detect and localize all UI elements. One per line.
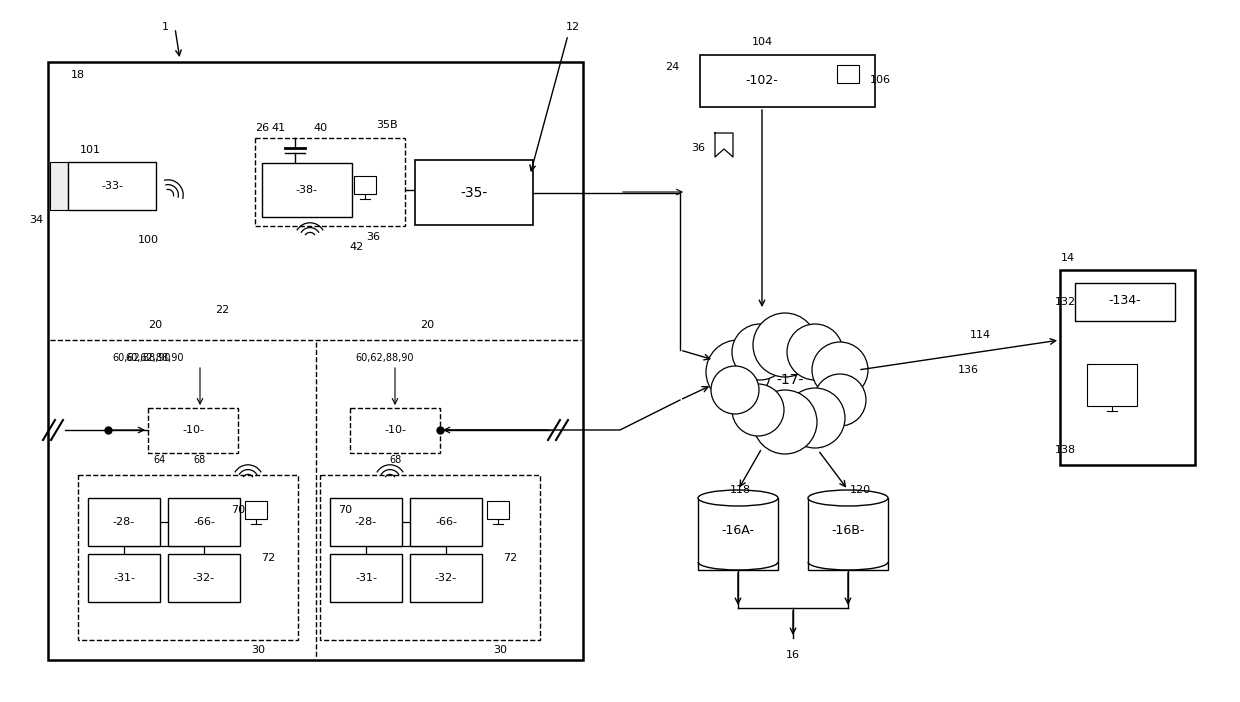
Text: 70: 70 — [339, 505, 352, 515]
Text: -134-: -134- — [1109, 295, 1141, 307]
Bar — [410, 498, 482, 546]
Ellipse shape — [808, 490, 888, 506]
Text: 14: 14 — [1061, 253, 1075, 263]
Bar — [320, 475, 539, 640]
Text: -66-: -66- — [193, 517, 215, 527]
Text: 12: 12 — [565, 22, 580, 32]
Bar — [88, 554, 160, 602]
Text: 40: 40 — [312, 123, 327, 133]
Text: 64: 64 — [154, 455, 166, 465]
Bar — [353, 176, 376, 194]
Circle shape — [787, 324, 843, 380]
Circle shape — [732, 384, 784, 436]
Text: 100: 100 — [138, 235, 159, 245]
Bar — [1075, 283, 1176, 321]
Text: -31-: -31- — [355, 573, 377, 583]
Bar — [350, 408, 440, 453]
Circle shape — [813, 374, 866, 426]
Bar — [837, 65, 859, 83]
Circle shape — [732, 324, 787, 380]
Text: 138: 138 — [1054, 445, 1075, 455]
Text: 68: 68 — [389, 455, 401, 465]
Text: -28-: -28- — [113, 517, 135, 527]
Text: 26: 26 — [255, 123, 269, 133]
Bar — [148, 408, 238, 453]
Text: 42: 42 — [350, 242, 365, 252]
Bar — [78, 475, 298, 640]
Text: 34: 34 — [29, 215, 43, 225]
Text: 22: 22 — [215, 305, 229, 315]
Text: 60,62,88,90: 60,62,88,90 — [356, 353, 414, 363]
Text: -32-: -32- — [193, 573, 215, 583]
Text: 101: 101 — [79, 145, 100, 155]
Text: 20: 20 — [148, 320, 162, 330]
Text: -33-: -33- — [100, 181, 123, 191]
Bar — [246, 501, 267, 519]
Text: 41: 41 — [270, 123, 285, 133]
Text: 30: 30 — [250, 645, 265, 655]
Text: 60,62,88,90: 60,62,88,90 — [125, 353, 185, 363]
Text: 70: 70 — [231, 505, 246, 515]
Text: 132: 132 — [1054, 297, 1075, 307]
Text: 114: 114 — [970, 330, 991, 340]
Text: 72: 72 — [503, 553, 517, 563]
Text: -28-: -28- — [355, 517, 377, 527]
Circle shape — [753, 313, 817, 377]
Text: 118: 118 — [729, 485, 750, 495]
Bar — [698, 498, 777, 570]
Circle shape — [753, 390, 817, 454]
Text: 68: 68 — [193, 455, 206, 465]
Ellipse shape — [698, 490, 777, 506]
Text: 60,62,88,90: 60,62,88,90 — [113, 353, 171, 363]
Bar — [88, 498, 160, 546]
Bar — [701, 55, 875, 107]
Bar — [167, 554, 241, 602]
Text: 20: 20 — [420, 320, 434, 330]
Bar — [330, 554, 402, 602]
Bar — [68, 162, 156, 210]
Text: 120: 120 — [849, 485, 870, 495]
Text: 16: 16 — [786, 650, 800, 660]
Text: 24: 24 — [665, 62, 680, 72]
Bar — [410, 554, 482, 602]
Bar — [415, 160, 533, 225]
Bar — [808, 498, 888, 570]
Text: 36: 36 — [691, 143, 706, 153]
Text: -16B-: -16B- — [831, 524, 864, 536]
Bar — [262, 163, 352, 217]
Circle shape — [785, 388, 844, 448]
Text: 1: 1 — [161, 22, 169, 32]
Text: -16A-: -16A- — [722, 524, 754, 536]
Text: -38-: -38- — [296, 185, 319, 195]
Circle shape — [711, 366, 759, 414]
Text: 104: 104 — [751, 37, 773, 47]
Bar — [48, 62, 583, 660]
Text: 35B: 35B — [376, 120, 398, 130]
Circle shape — [812, 342, 868, 398]
Polygon shape — [715, 133, 733, 157]
Bar — [1060, 270, 1195, 465]
Text: 30: 30 — [494, 645, 507, 655]
Text: -10-: -10- — [384, 425, 405, 435]
Ellipse shape — [722, 331, 858, 429]
Text: -66-: -66- — [435, 517, 458, 527]
Text: -35-: -35- — [460, 186, 487, 200]
Bar — [255, 138, 405, 226]
Text: 72: 72 — [260, 553, 275, 563]
Text: 18: 18 — [71, 70, 86, 80]
Bar — [50, 162, 68, 210]
Text: -31-: -31- — [113, 573, 135, 583]
Text: -17-: -17- — [776, 373, 804, 387]
Text: -10-: -10- — [182, 425, 205, 435]
Text: -102-: -102- — [745, 74, 779, 86]
Bar — [1087, 364, 1137, 406]
Bar — [330, 498, 402, 546]
Text: 36: 36 — [366, 232, 379, 242]
Bar — [487, 501, 508, 519]
Bar — [167, 498, 241, 546]
Text: 136: 136 — [957, 365, 978, 375]
Text: -32-: -32- — [435, 573, 458, 583]
Circle shape — [706, 340, 770, 404]
Text: 106: 106 — [869, 75, 890, 85]
